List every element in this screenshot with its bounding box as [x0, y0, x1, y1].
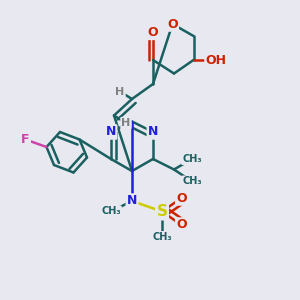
Text: CH₃: CH₃: [182, 176, 202, 187]
Text: N: N: [106, 125, 116, 139]
Text: H: H: [122, 118, 130, 128]
Text: O: O: [176, 191, 187, 205]
Text: S: S: [157, 204, 167, 219]
Text: CH₃: CH₃: [152, 232, 172, 242]
Text: OH: OH: [206, 53, 226, 67]
Text: F: F: [21, 133, 30, 146]
Text: CH₃: CH₃: [101, 206, 121, 217]
Text: H: H: [116, 86, 124, 97]
Text: N: N: [127, 194, 137, 208]
Text: O: O: [148, 26, 158, 39]
Text: N: N: [148, 125, 158, 139]
Text: CH₃: CH₃: [182, 154, 202, 164]
Text: O: O: [176, 218, 187, 232]
Text: O: O: [167, 17, 178, 31]
